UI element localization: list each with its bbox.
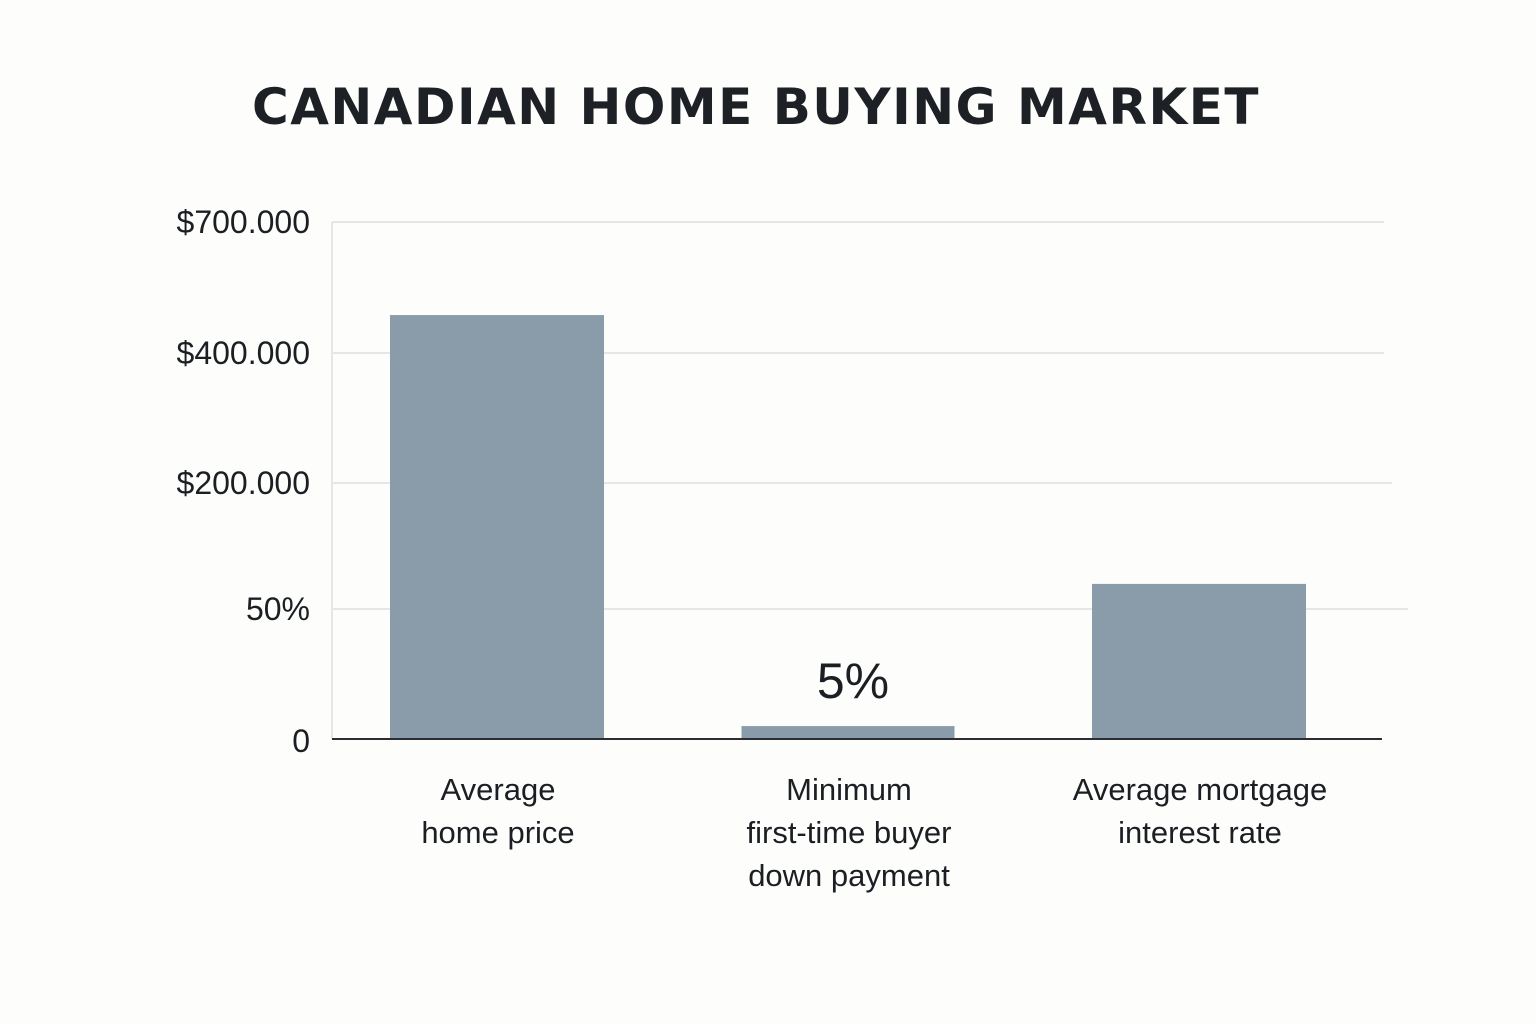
x-category-label: Minimum first-time buyer down payment bbox=[747, 772, 952, 893]
chart-title: CANADIAN HOME BUYING MARKET bbox=[252, 78, 1260, 136]
x-category-label: Average home price bbox=[421, 772, 574, 850]
bars bbox=[390, 315, 1306, 739]
y-tick-label: 50% bbox=[246, 591, 310, 627]
bar bbox=[741, 726, 955, 739]
y-tick-label: $400.000 bbox=[177, 335, 310, 371]
bar bbox=[1092, 583, 1306, 739]
bar bbox=[390, 315, 604, 739]
labels: $700.000 $400.000 $200.000 50% 0 5% Average hom… bbox=[177, 204, 1328, 893]
y-tick-label: $200.000 bbox=[177, 465, 310, 501]
x-category-label: Average mortgage interest rate bbox=[1073, 772, 1327, 850]
axes bbox=[331, 222, 1382, 740]
y-tick-label: $700.000 bbox=[177, 204, 310, 240]
data-label: 5% bbox=[817, 653, 889, 709]
y-tick-label: 0 bbox=[292, 723, 310, 759]
